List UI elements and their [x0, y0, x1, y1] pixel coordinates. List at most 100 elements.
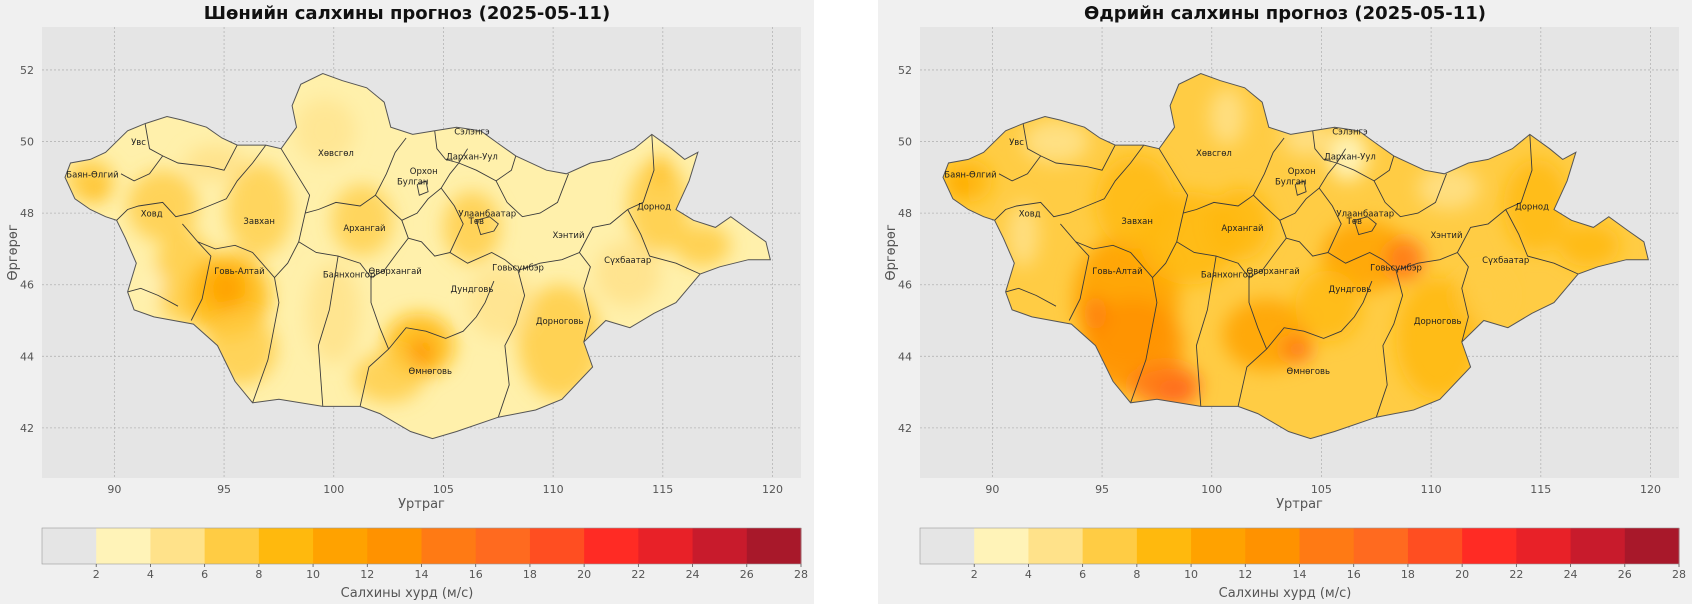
province-border: [120, 155, 164, 182]
province-border: [1183, 137, 1285, 214]
y-tick-label: 52: [898, 64, 912, 77]
colorbar-segment: [1299, 528, 1355, 564]
x-tick-label: 95: [1095, 483, 1109, 496]
region-label: Өмнөговь: [1287, 367, 1331, 377]
wind-contour-blob: [948, 173, 971, 196]
province-border: [1068, 241, 1090, 321]
colorbar-tick-label: 2: [93, 568, 100, 581]
region-label: Өмнөговь: [409, 367, 453, 377]
y-tick-label: 50: [898, 136, 912, 149]
colorbar-tick-label: 14: [415, 568, 429, 581]
colorbar-tick-label: 24: [686, 568, 700, 581]
map-title: Шөнийн салхины прогноз (2025-05-11): [203, 3, 611, 24]
region-label: Дорноговь: [536, 317, 584, 327]
wind-contour-blob: [184, 145, 247, 181]
province-border: [1005, 287, 1057, 307]
province-border: [370, 277, 390, 350]
colorbar-tick-label: 8: [255, 568, 262, 581]
province-border: [1318, 187, 1342, 253]
colorbar-segment: [746, 528, 802, 564]
wind-contour-blob: [1295, 270, 1361, 342]
wind-contour-blob: [1095, 155, 1175, 249]
y-tick-label: 46: [898, 279, 912, 292]
colorbar-tick-label: 22: [1509, 568, 1523, 581]
province-border: [1294, 180, 1307, 196]
colorbar-segment: [42, 528, 97, 564]
x-tick-label: 100: [323, 483, 344, 496]
colorbar-tick-label: 2: [971, 568, 978, 581]
colorbar-tick-label: 6: [1079, 568, 1086, 581]
region-label: Сэлэнгэ: [454, 127, 490, 137]
province-border: [1248, 277, 1268, 350]
colorbar-segment: [421, 528, 477, 564]
colorbar-tick-label: 4: [1025, 568, 1032, 581]
colorbar-tick-label: 26: [740, 568, 754, 581]
colorbar-tick-label: 10: [306, 568, 320, 581]
wind-contour-blob: [1156, 377, 1197, 407]
province-border: [416, 180, 429, 196]
wind-contour-blob: [294, 98, 356, 164]
region-label: Дархан-Уул: [1324, 152, 1376, 162]
region-label: Улаанбаатар: [458, 210, 516, 220]
province-border: [252, 148, 311, 403]
y-tick-label: 44: [20, 350, 34, 363]
region-label: Орхон: [410, 167, 438, 177]
colorbar-tick-label: 28: [1672, 568, 1686, 581]
province-border: [517, 134, 655, 271]
wind-contours: [944, 87, 1620, 407]
region-label: Дундговь: [1329, 285, 1372, 295]
province-border: [1286, 237, 1404, 418]
region-label: Баян-Өлгий: [944, 170, 996, 180]
region-label: Сэлэнгэ: [1332, 127, 1368, 137]
province-border: [1395, 134, 1533, 271]
wind-contour-blob: [1503, 159, 1570, 253]
region-label: Баянхонгор: [323, 271, 376, 281]
region-label: Архангай: [343, 224, 385, 234]
region-label: Говьсүмбэр: [492, 263, 544, 273]
y-axis-label: Өргөрөг: [6, 224, 21, 280]
province-border: [1130, 148, 1189, 403]
region-label: Хэнтий: [552, 231, 584, 241]
colorbar-label: Салхины хурд (м/с): [1218, 586, 1352, 601]
x-tick-label: 120: [1640, 483, 1661, 496]
province-border: [1176, 194, 1287, 279]
wind-contour-blob: [673, 223, 731, 267]
colorbar-tick-label: 20: [577, 568, 591, 581]
colorbar-segment: [313, 528, 368, 564]
region-label: Завхан: [243, 217, 274, 227]
province-border: [579, 252, 591, 343]
colorbar-tick-label: 8: [1133, 568, 1140, 581]
map-title: Өдрийн салхины прогноз (2025-05-11): [1083, 3, 1487, 24]
region-label: Дорнод: [637, 203, 671, 213]
colorbar-segment: [1028, 528, 1084, 564]
colorbar-segment: [1136, 528, 1192, 564]
x-tick-label: 90: [985, 483, 999, 496]
province-border: [1457, 252, 1469, 343]
wind-contour-blob: [1321, 220, 1410, 292]
province-border: [440, 187, 464, 253]
y-tick-label: 42: [898, 422, 912, 435]
region-label: Говь-Алтай: [214, 267, 264, 277]
country-outline: [64, 72, 771, 440]
wind-contour-blob: [206, 266, 247, 310]
wind-contour-blob: [594, 241, 661, 307]
region-label: Өвөрхангай: [1247, 267, 1300, 277]
colorbar-segment: [258, 528, 314, 564]
region-label: Булган: [1275, 177, 1307, 187]
night-wind-map-panel: Шөнийн салхины прогноз (2025-05-11) Увс Б…: [0, 0, 814, 604]
region-label: Баян-Өлгий: [66, 170, 118, 180]
wind-contour-blob: [85, 180, 108, 203]
wind-contour-blob: [1023, 120, 1089, 164]
colorbar-tick-label: 4: [147, 568, 154, 581]
region-label: Увс: [1009, 138, 1024, 148]
colorbar-tick-label: 20: [1455, 568, 1469, 581]
wind-contour-blob: [331, 184, 393, 257]
colorbar-tick-label: 6: [201, 568, 208, 581]
province-border: [1060, 223, 1153, 278]
y-tick-label: 44: [898, 350, 912, 363]
province-border: [116, 144, 267, 221]
colorbar-segment: [1516, 528, 1572, 564]
x-tick-label: 105: [433, 483, 454, 496]
region-label: Дорноговь: [1414, 317, 1462, 327]
wind-contour-blob: [443, 191, 501, 264]
